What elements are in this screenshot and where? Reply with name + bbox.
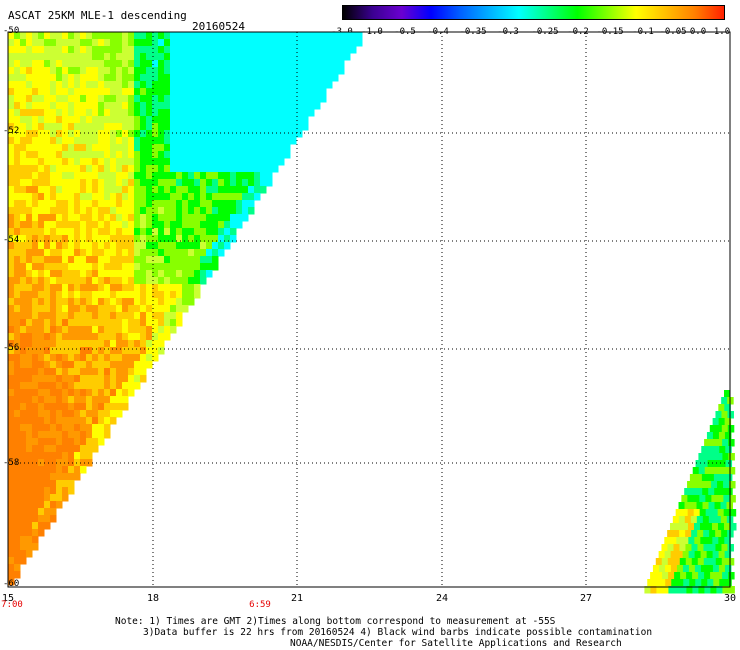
colorbar xyxy=(342,5,725,20)
note-line: 3)Data buffer is 22 hrs from 20160524 4)… xyxy=(143,627,653,638)
map-frame xyxy=(7,31,731,588)
lat-label: -52 xyxy=(3,126,20,136)
time-label: 6:59 xyxy=(249,600,271,610)
lat-lon-grid xyxy=(8,32,730,587)
note-line: NOAA/NESDIS/Center for Satellite Applica… xyxy=(290,638,622,649)
lon-label: 24 xyxy=(435,593,449,604)
lat-label: -60 xyxy=(3,579,20,589)
time-label: 7:00 xyxy=(1,600,23,610)
map-date: 20160524 xyxy=(192,20,245,33)
lon-label: 30 xyxy=(723,593,737,604)
lon-label: 27 xyxy=(579,593,593,604)
mle-swath-cells xyxy=(8,32,737,594)
lat-label: -56 xyxy=(3,343,20,353)
lat-label: -50 xyxy=(3,26,20,36)
lon-label: 21 xyxy=(290,593,304,604)
lat-label: -58 xyxy=(3,458,20,468)
lon-label: 18 xyxy=(146,593,160,604)
map-title: ASCAT 25KM MLE-1 descending xyxy=(8,9,187,22)
lon-label: 15 xyxy=(1,593,15,604)
note-line: Note: 1) Times are GMT 2)Times along bot… xyxy=(115,616,556,627)
lat-label: -54 xyxy=(3,235,20,245)
